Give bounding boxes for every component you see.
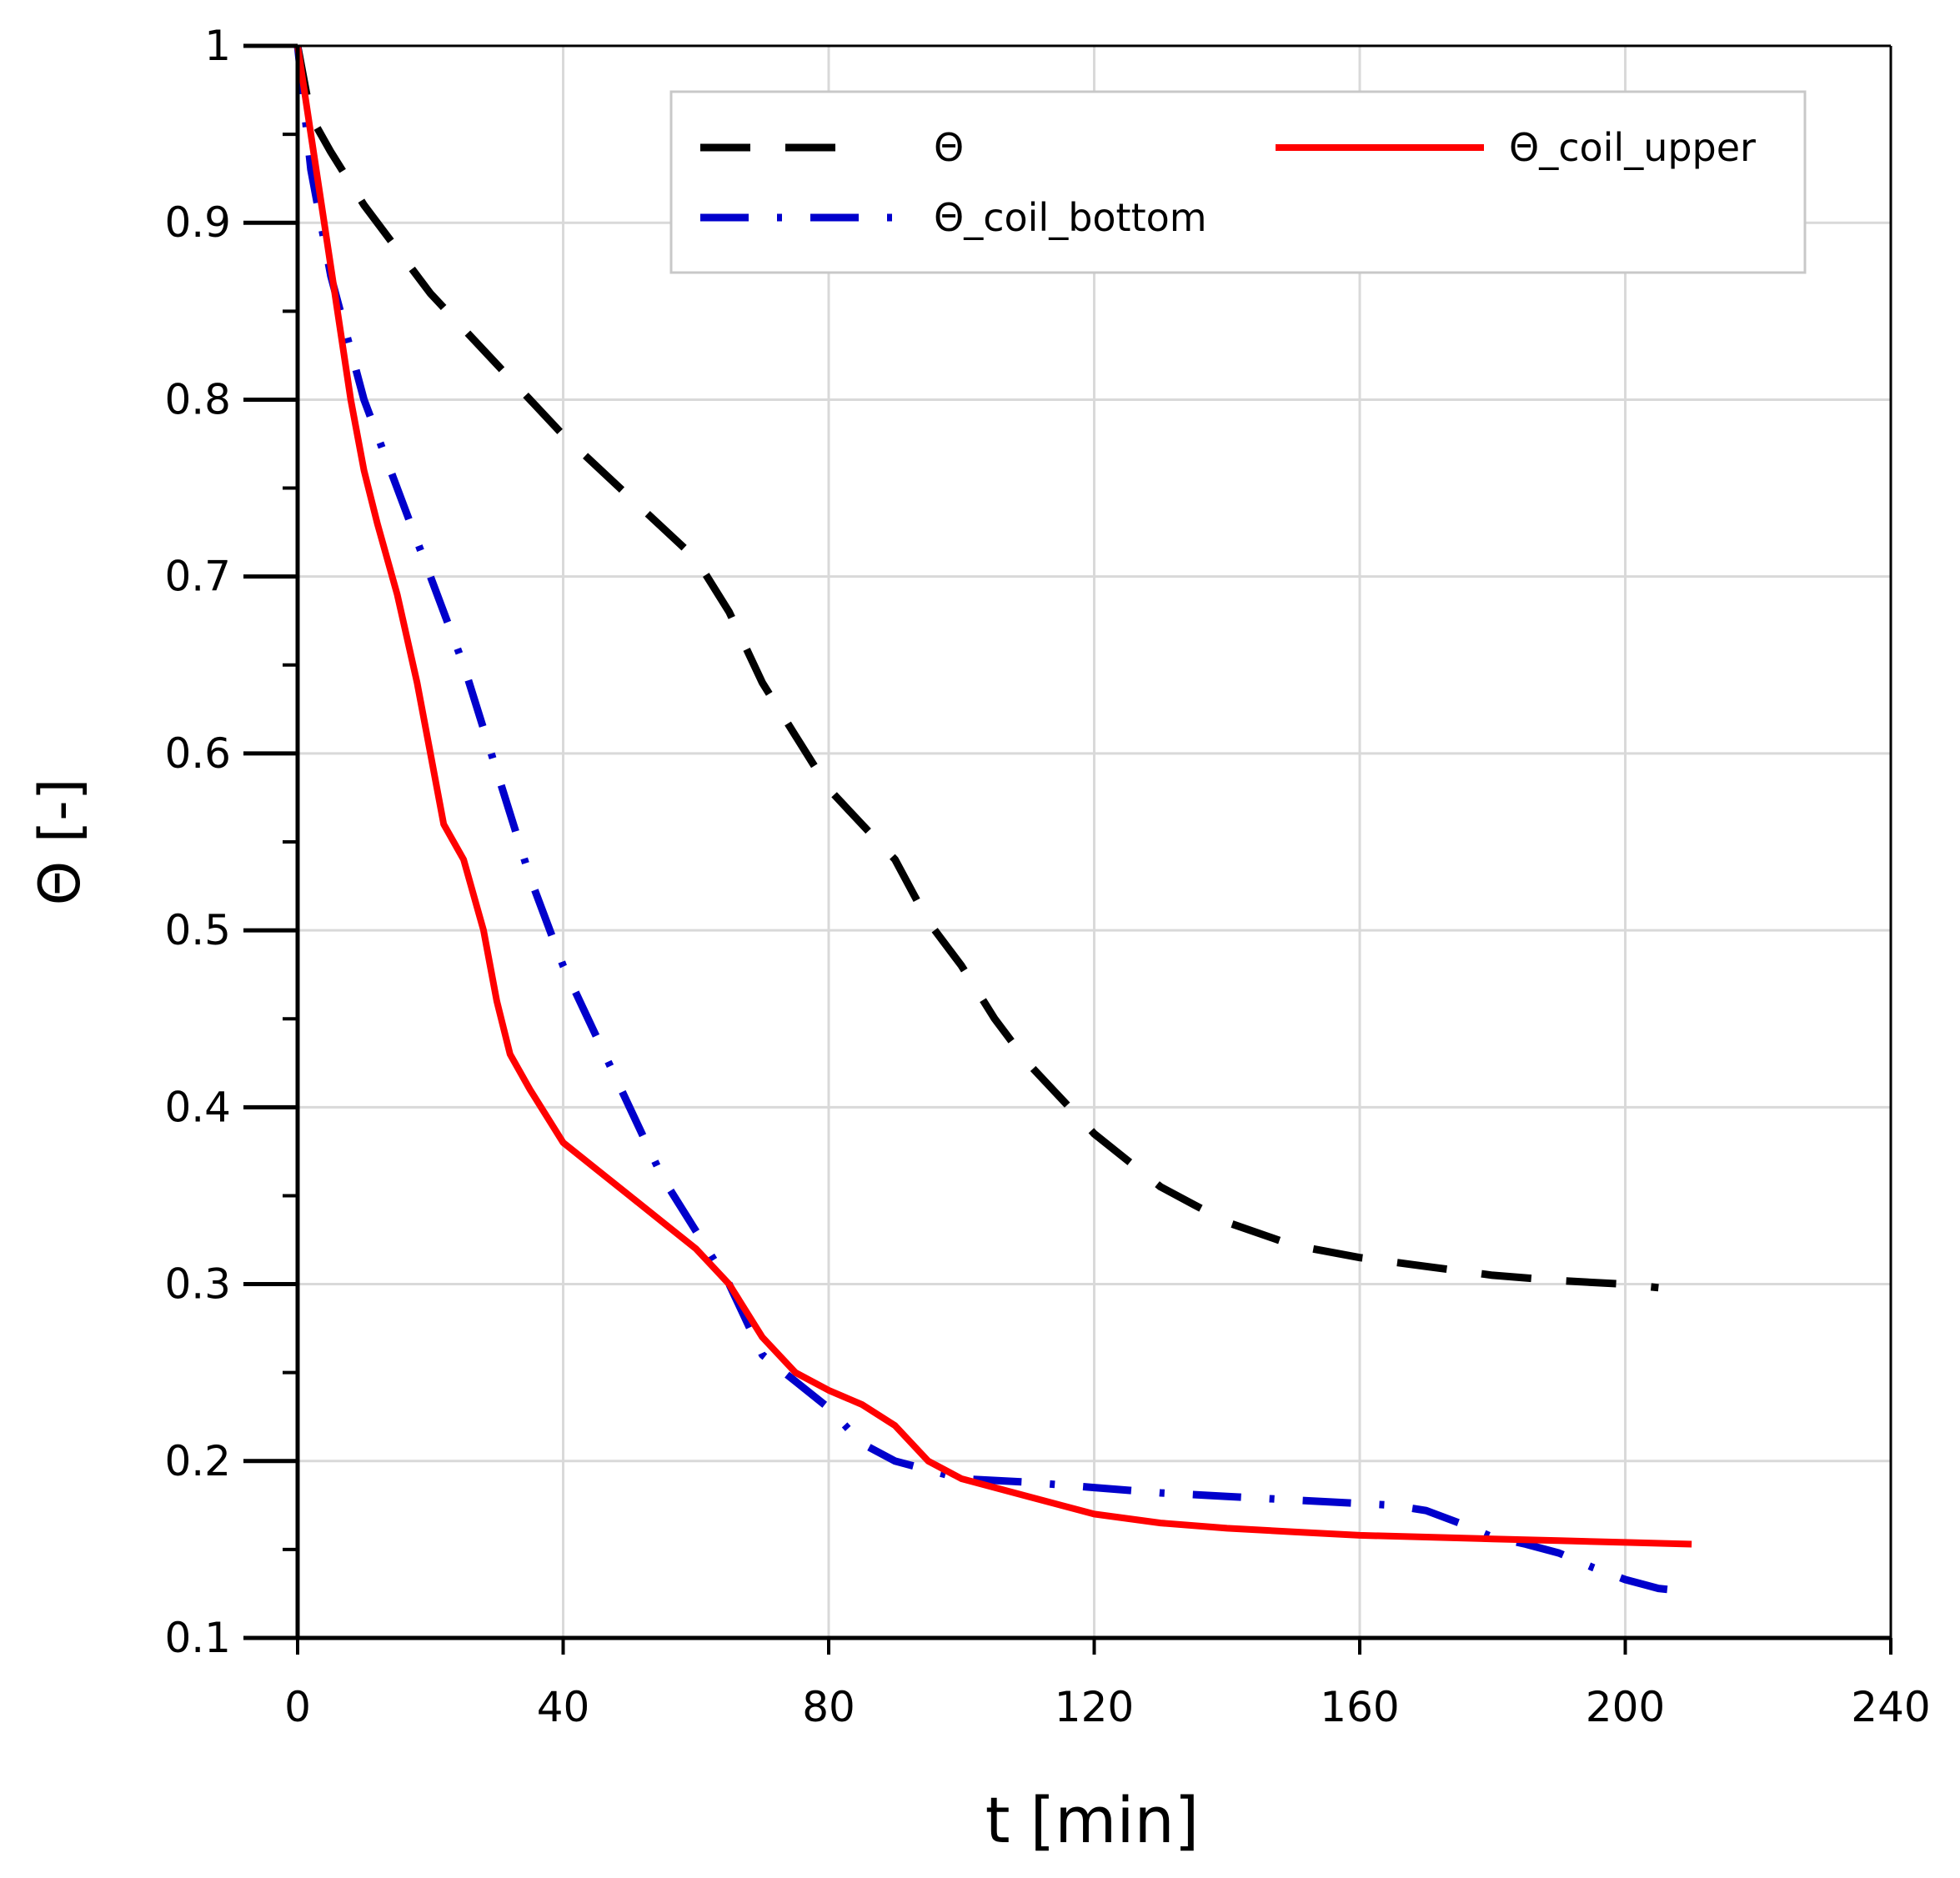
y-tick-label: 1 [204, 22, 231, 70]
y-tick-label: 0.6 [164, 729, 231, 778]
x-tick-label: 200 [1586, 1683, 1665, 1731]
x-tick-label: 240 [1851, 1683, 1930, 1731]
y-tick-label: 0.3 [164, 1260, 231, 1309]
series-line-1 [293, 45, 1692, 1596]
series-line-0 [293, 45, 1659, 1292]
y-tick-label: 0.4 [164, 1083, 231, 1131]
y-tick-label: 0.7 [164, 553, 231, 601]
legend-box [669, 90, 1807, 274]
x-tick-label: 40 [537, 1683, 590, 1731]
legend-label-theta: Θ [934, 125, 964, 170]
x-tick-label: 0 [284, 1683, 311, 1731]
y-tick-label: 0.5 [164, 906, 231, 954]
x-tick-label: 160 [1320, 1683, 1399, 1731]
grid [298, 44, 1892, 1638]
x-tick-label: 120 [1055, 1683, 1134, 1731]
series-layer [293, 45, 1692, 1596]
y-tick-label: 0.8 [164, 375, 231, 423]
y-tick-label: 0.1 [164, 1614, 231, 1662]
y-tick-label: 0.9 [164, 198, 231, 247]
y-tick-label: 0.2 [164, 1437, 231, 1485]
x-tick-label: 80 [802, 1683, 855, 1731]
y-axis-title: Θ [-] [28, 779, 93, 906]
legend-label-theta-coil-bottom: Θ_coil_bottom [934, 195, 1207, 240]
series-line-2 [294, 45, 1692, 1548]
x-axis-title: t [min] [985, 1783, 1200, 1857]
ticks: 0.1 0.2 0.3 0.4 0.5 0.6 0.7 0.8 0.9 1 0 40 80 120 160 2… [164, 22, 1930, 1731]
legend-label-theta-coil-upper: Θ_coil_upper [1509, 125, 1756, 170]
legend: Θ Θ_coil_bottom Θ_coil_upper [669, 90, 1807, 274]
